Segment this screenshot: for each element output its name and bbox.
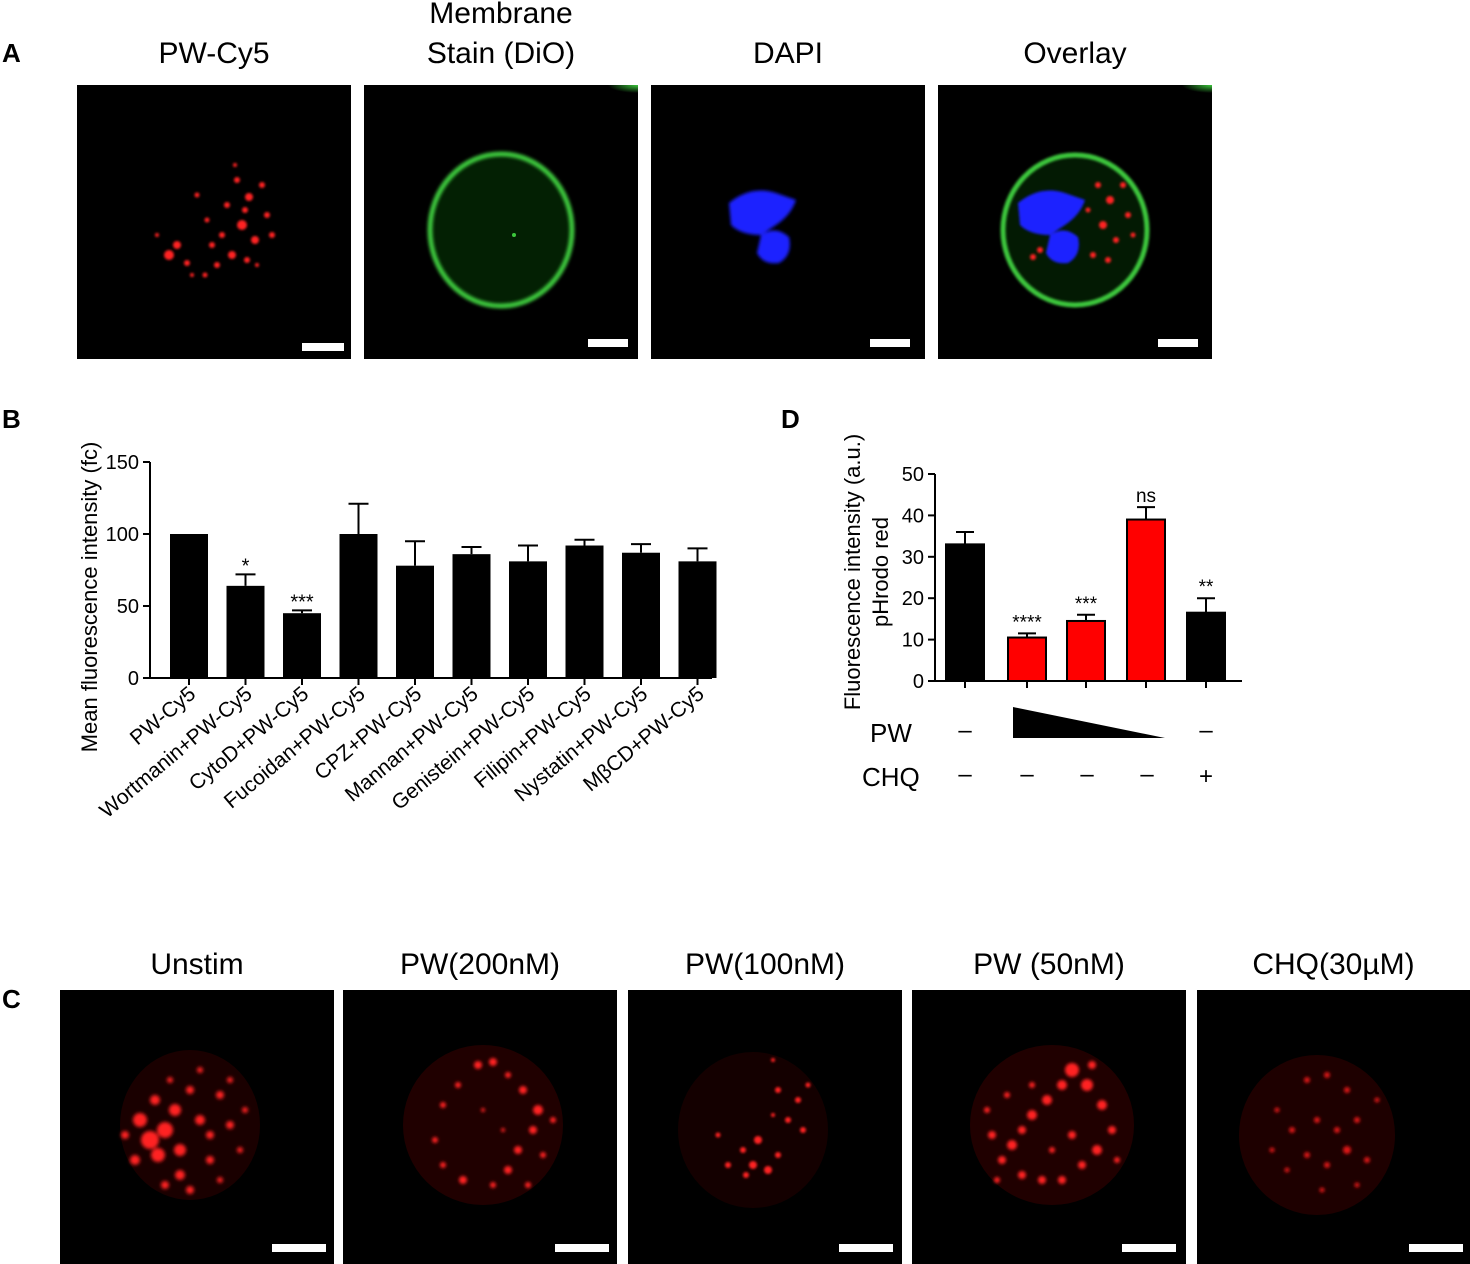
bar [1126, 518, 1166, 683]
y-tick-label: 30 [902, 547, 924, 569]
panel-c-title-pw-200: PW(200nM) [399, 948, 561, 981]
micrograph-pw-100 [628, 990, 902, 1264]
bar [283, 613, 321, 678]
chart-d-y-label-line1: Fluorescence intensity (a.u.) [840, 434, 865, 710]
panel-letter-a: A [2, 38, 21, 68]
bar [1186, 611, 1226, 682]
pw-dose-triangle [1013, 707, 1165, 738]
panel-a-title-membrane-line2: Stain (DiO) [426, 37, 576, 70]
y-tick-label: 50 [902, 464, 924, 486]
panel-a-title-pw-cy5: PW-Cy5 [158, 37, 270, 70]
pw-sign: – [958, 717, 972, 744]
panel-c-title-pw-100: PW(100nM) [684, 948, 846, 981]
chq-sign: + [1199, 763, 1213, 790]
chart-b-category-labels: PW-Cy5Wortmanin+PW-Cy5CytoD+PW-Cy5Fucoid… [95, 682, 708, 823]
micrograph-overlay [938, 85, 1212, 359]
row-label-pw: PW [870, 718, 912, 748]
significance-label: ** [1199, 577, 1214, 598]
chart-b-bars: **** [170, 502, 717, 678]
significance-label: * [242, 555, 250, 577]
panel-a-title-overlay: Overlay [1023, 37, 1127, 70]
bar [170, 534, 208, 678]
y-tick-label: 50 [117, 596, 139, 618]
micrograph-membrane-stain [364, 85, 638, 359]
bar [339, 534, 378, 678]
row-label-chq: CHQ [862, 762, 920, 792]
bar [1007, 636, 1047, 682]
chart-d: Fluorescence intensity (a.u.) pHrodo red… [840, 434, 1242, 792]
scale-bar [839, 1244, 893, 1252]
bar [622, 552, 660, 678]
y-tick-label: 0 [128, 668, 139, 690]
y-tick-label: 20 [902, 588, 924, 610]
chq-sign: – [1140, 761, 1154, 788]
scale-bar [588, 339, 628, 347]
chart-b-y-label: Mean fluorescence intensity (fc) [77, 442, 102, 753]
y-tick-label: 150 [106, 452, 139, 474]
bar [509, 561, 547, 678]
scale-bar [1122, 1244, 1176, 1252]
bar [1066, 619, 1106, 682]
significance-label: ns [1136, 486, 1156, 507]
micrograph-pw-50 [912, 990, 1186, 1264]
panel-a-title-dapi: DAPI [752, 37, 824, 70]
panel-c-title-chq: CHQ(30µM) [1252, 948, 1415, 981]
panel-a-title-membrane-line1: Membrane [429, 0, 573, 30]
panel-c-title-unstim: Unstim [150, 948, 244, 981]
y-tick-label: 0 [913, 671, 924, 693]
y-tick-label: 10 [902, 630, 924, 652]
bar [396, 565, 434, 678]
chq-sign: – [958, 761, 972, 788]
scale-bar [870, 339, 910, 347]
chart-d-axes: 0 10 20 30 40 50 [902, 464, 1242, 693]
panel-letter-d: D [781, 404, 800, 434]
scale-bar [272, 1244, 326, 1252]
scale-bar [1158, 339, 1198, 347]
chart-d-y-label-line2: pHrodo red [868, 517, 893, 627]
bar [945, 543, 985, 682]
scale-bar [1409, 1244, 1463, 1252]
panel-letter-c: C [2, 984, 21, 1014]
significance-label: **** [1012, 612, 1042, 633]
chart-d-bars: *******ns** [945, 486, 1226, 683]
pw-sign: – [1199, 717, 1213, 744]
chq-sign: – [1020, 761, 1034, 788]
y-tick-label: 100 [106, 524, 139, 546]
scale-bar [555, 1244, 609, 1252]
chq-sign: – [1080, 761, 1094, 788]
micrograph-dapi [651, 85, 925, 359]
micrograph-pw-200 [343, 990, 617, 1264]
micrograph-pw-cy5 [77, 85, 351, 359]
chart-b: Mean fluorescence intensity (fc) 0 50 100 1… [77, 442, 717, 823]
significance-label: *** [1075, 594, 1098, 615]
bar [565, 545, 604, 678]
micrograph-unstim [60, 990, 334, 1264]
bar [226, 585, 265, 678]
bar [452, 554, 491, 678]
panel-letter-b: B [2, 404, 21, 434]
scale-bar [302, 343, 344, 351]
micrograph-chq [1197, 990, 1470, 1264]
panel-c-title-pw-50: PW (50nM) [973, 948, 1125, 981]
bar [678, 561, 717, 678]
y-tick-label: 40 [902, 505, 924, 527]
significance-label: *** [290, 591, 314, 613]
